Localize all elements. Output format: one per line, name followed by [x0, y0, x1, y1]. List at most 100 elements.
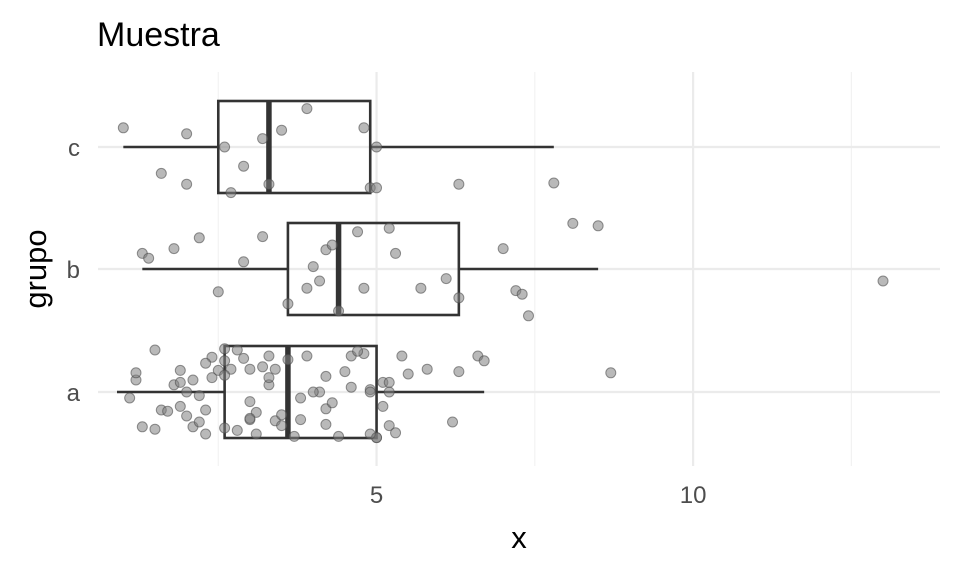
point-a-48	[162, 405, 174, 417]
point-a-8	[174, 364, 186, 376]
iqr-box-b	[286, 221, 461, 317]
point-a-46	[307, 386, 319, 398]
chart-title: Muestra	[97, 16, 220, 54]
point-a-57	[377, 400, 389, 412]
point-a-6	[282, 354, 294, 366]
point-a-43	[447, 416, 459, 428]
point-c-2	[181, 128, 193, 140]
point-a-68	[244, 412, 256, 424]
point-a-30	[206, 372, 218, 384]
point-a-21	[200, 357, 212, 369]
x-tick-label-1: 10	[680, 482, 707, 509]
point-a-59	[231, 424, 243, 436]
point-a-75	[149, 344, 161, 356]
point-c-5	[225, 187, 237, 199]
point-b-8	[301, 282, 313, 294]
point-b-21	[497, 243, 509, 255]
point-b-26	[592, 220, 604, 232]
point-b-18	[415, 282, 427, 294]
box-b	[142, 221, 599, 317]
point-a-29	[244, 396, 256, 408]
y-tick-labels: a b c	[67, 135, 81, 407]
point-c-4	[219, 141, 231, 153]
point-b-5	[238, 256, 250, 268]
point-a-78	[269, 363, 281, 375]
point-a-18	[219, 355, 231, 367]
point-c-9	[276, 124, 288, 136]
point-a-40	[396, 350, 408, 362]
point-c-7	[257, 133, 269, 145]
point-b-6	[257, 231, 269, 243]
point-a-4	[181, 410, 193, 422]
point-a-56	[187, 374, 199, 386]
point-a-64	[200, 428, 212, 440]
point-a-14	[231, 344, 243, 356]
point-a-37	[453, 366, 465, 378]
point-a-72	[219, 369, 231, 381]
x-axis-title: x	[511, 520, 527, 555]
point-a-42	[320, 370, 332, 382]
point-a-26	[326, 397, 338, 409]
point-b-1	[143, 252, 155, 264]
point-c-10	[301, 103, 313, 115]
x-tick-labels: 5 10	[370, 482, 707, 509]
y-axis-title: grupo	[18, 229, 53, 308]
point-a-70	[605, 367, 617, 379]
point-a-79	[193, 390, 205, 402]
point-b-15	[358, 282, 370, 294]
point-a-49	[238, 352, 250, 364]
point-a-54	[130, 367, 142, 379]
point-b-27	[877, 275, 889, 287]
point-c-3	[181, 178, 193, 190]
x-tick-label-0: 5	[370, 482, 383, 509]
point-a-80	[263, 372, 275, 384]
point-a-66	[383, 386, 395, 398]
point-b-7	[282, 298, 294, 310]
point-a-65	[333, 430, 345, 442]
point-c-8	[263, 178, 275, 190]
point-c-6	[238, 160, 250, 172]
point-c-1	[155, 167, 167, 179]
point-a-45	[390, 427, 402, 439]
point-b-4	[212, 286, 224, 298]
point-a-13	[200, 404, 212, 416]
point-b-9	[307, 261, 319, 273]
points	[117, 103, 889, 444]
point-a-62	[250, 428, 262, 440]
point-b-12	[326, 239, 338, 251]
point-c-14	[371, 182, 383, 194]
point-b-24	[522, 310, 534, 322]
point-c-0	[117, 122, 129, 134]
point-c-13	[371, 141, 383, 153]
point-a-73	[301, 350, 313, 362]
point-b-20	[453, 292, 465, 304]
point-b-13	[333, 305, 345, 317]
point-a-16	[295, 392, 307, 404]
point-a-53	[320, 418, 332, 430]
point-a-27	[421, 363, 433, 375]
point-a-22	[383, 420, 395, 432]
point-a-23	[276, 409, 288, 421]
point-a-25	[149, 423, 161, 435]
boxes	[116, 99, 599, 440]
point-b-19	[440, 273, 452, 285]
y-tick-label-a: a	[67, 380, 81, 407]
point-a-2	[174, 400, 186, 412]
point-a-38	[219, 422, 231, 434]
point-a-1	[219, 343, 231, 355]
point-a-32	[124, 392, 136, 404]
point-a-12	[244, 363, 256, 375]
point-c-16	[548, 177, 560, 189]
point-b-3	[193, 232, 205, 244]
y-tick-label-c: c	[68, 135, 80, 162]
point-b-16	[383, 222, 395, 234]
point-b-23	[516, 288, 528, 300]
point-a-24	[257, 361, 269, 373]
point-c-11	[358, 122, 370, 134]
point-a-61	[345, 381, 357, 393]
point-a-50	[276, 420, 288, 432]
box-c	[123, 99, 554, 195]
point-a-81	[364, 386, 376, 398]
point-b-14	[352, 226, 364, 238]
